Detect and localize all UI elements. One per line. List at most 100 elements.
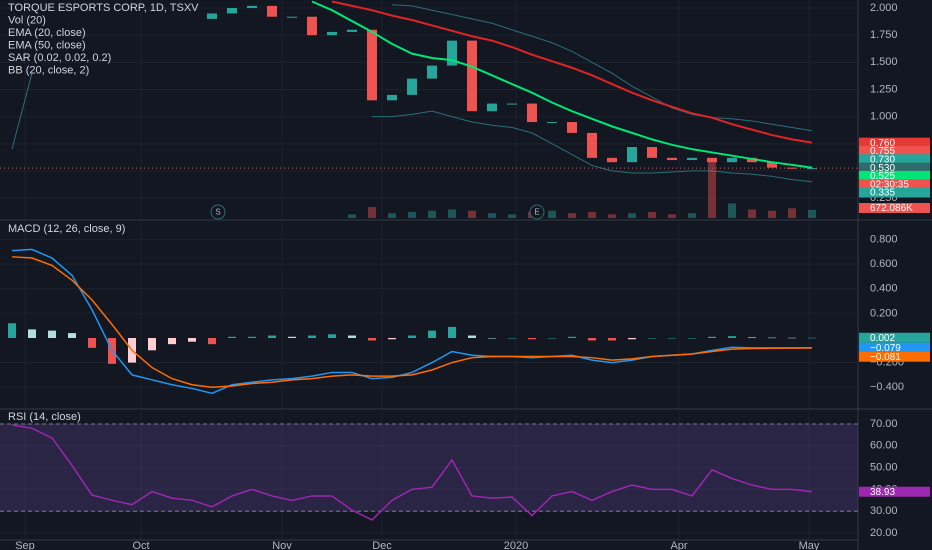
y-tick-label: 1.000 [870,111,898,123]
histogram-bar [48,330,56,339]
histogram-bar [288,336,296,339]
candle-body [347,29,357,32]
rsi-value-label: 38.93 [870,487,895,498]
volume-bar [388,213,396,218]
macd-value-label: −0.081 [870,352,901,363]
candle-body [407,78,417,95]
candle-body [487,103,497,112]
y-tick-label: 1.250 [870,83,898,95]
histogram-bar [808,337,816,339]
volume-bar [808,209,816,218]
x-tick-label: Oct [132,540,149,550]
event-label: S [215,208,220,217]
ema-line [331,0,813,144]
macd-value-label-bg [859,332,930,343]
rsi-line [11,424,813,521]
price-label-bg [859,137,930,148]
volume-bar [708,158,716,218]
histogram-bar [388,338,396,340]
bb-lower [11,73,813,183]
candle-body [567,122,577,133]
histogram-bar [348,335,356,339]
rsi-band [0,423,858,512]
volume-bar [348,214,356,218]
candle-body [287,16,297,18]
y-tick-label: 30.00 [870,505,898,517]
histogram-bar [168,338,176,345]
macd-value-label: 0.002 [870,333,895,344]
candle-body [527,103,537,123]
legend-item: EMA (20, close) [8,27,86,39]
volume-bar [408,211,416,218]
histogram-bar [228,336,236,339]
event-marker [529,204,545,220]
histogram-bar [728,336,736,339]
y-tick-label: 70.00 [870,418,898,430]
y-tick-label: −0.400 [870,381,904,393]
candle-body [727,157,737,163]
histogram-bar [88,338,96,348]
histogram-bar [568,336,576,339]
histogram-bar [268,335,276,339]
x-tick-label: Nov [272,540,292,550]
event-marker [210,204,226,220]
histogram-bar [28,329,36,339]
candle-body [247,5,257,9]
price-label: 0.335 [870,188,895,199]
histogram-bar [308,335,316,339]
legend-item: EMA (50, close) [8,39,86,51]
candle-body [607,157,617,163]
y-tick-label: 60.00 [870,440,898,452]
x-tick-label: Sep [15,540,35,550]
x-tick-label: 2020 [504,540,528,550]
candle-body [507,103,517,105]
volume-label-bg [859,203,930,213]
volume-bar [628,213,636,218]
price-label: 0.530 [870,163,895,174]
price-label-bg [859,179,930,190]
histogram-bar [748,337,756,339]
volume-bar [608,214,616,218]
y-tick-label: 0.800 [870,233,898,245]
histogram-bar [8,323,16,339]
histogram-bar [528,338,536,340]
candle-body [307,16,317,36]
histogram-bar [668,338,676,339]
macd-value-label-bg [859,342,930,353]
volume-bar [548,210,556,218]
price-label: 0.525 [870,171,895,182]
rsi-value-label-bg [859,486,930,497]
price-label-bg [859,154,930,165]
volume-bar [648,211,656,218]
macd-line [11,248,813,395]
candle-body [707,157,717,163]
volume-bar [668,214,676,218]
histogram-bar [188,338,196,342]
histogram-bar [508,338,516,339]
histogram-bar [628,338,636,340]
candle-body [267,5,277,17]
volume-bar [428,210,436,218]
volume-bar [728,203,736,218]
histogram-bar [648,338,656,339]
macd-value-label: −0.079 [870,343,901,354]
volume-bar [748,209,756,218]
ema-line [311,0,813,169]
histogram-bar [588,338,596,341]
histogram-bar [408,335,416,339]
y-tick-label: 1.750 [870,29,898,41]
histogram-bar [428,330,436,339]
volume-bar [468,210,476,218]
histogram-bar [148,338,156,351]
histogram-bar [688,338,696,339]
candle-body [227,8,237,14]
candle-body [447,40,457,66]
signal-line [11,256,813,388]
price-label: 0.730 [870,154,895,165]
volume-bar [448,209,456,218]
candle-body [747,157,757,163]
histogram-bar [608,338,616,341]
y-tick-label: 1.500 [870,56,898,68]
histogram-bar [708,336,716,339]
